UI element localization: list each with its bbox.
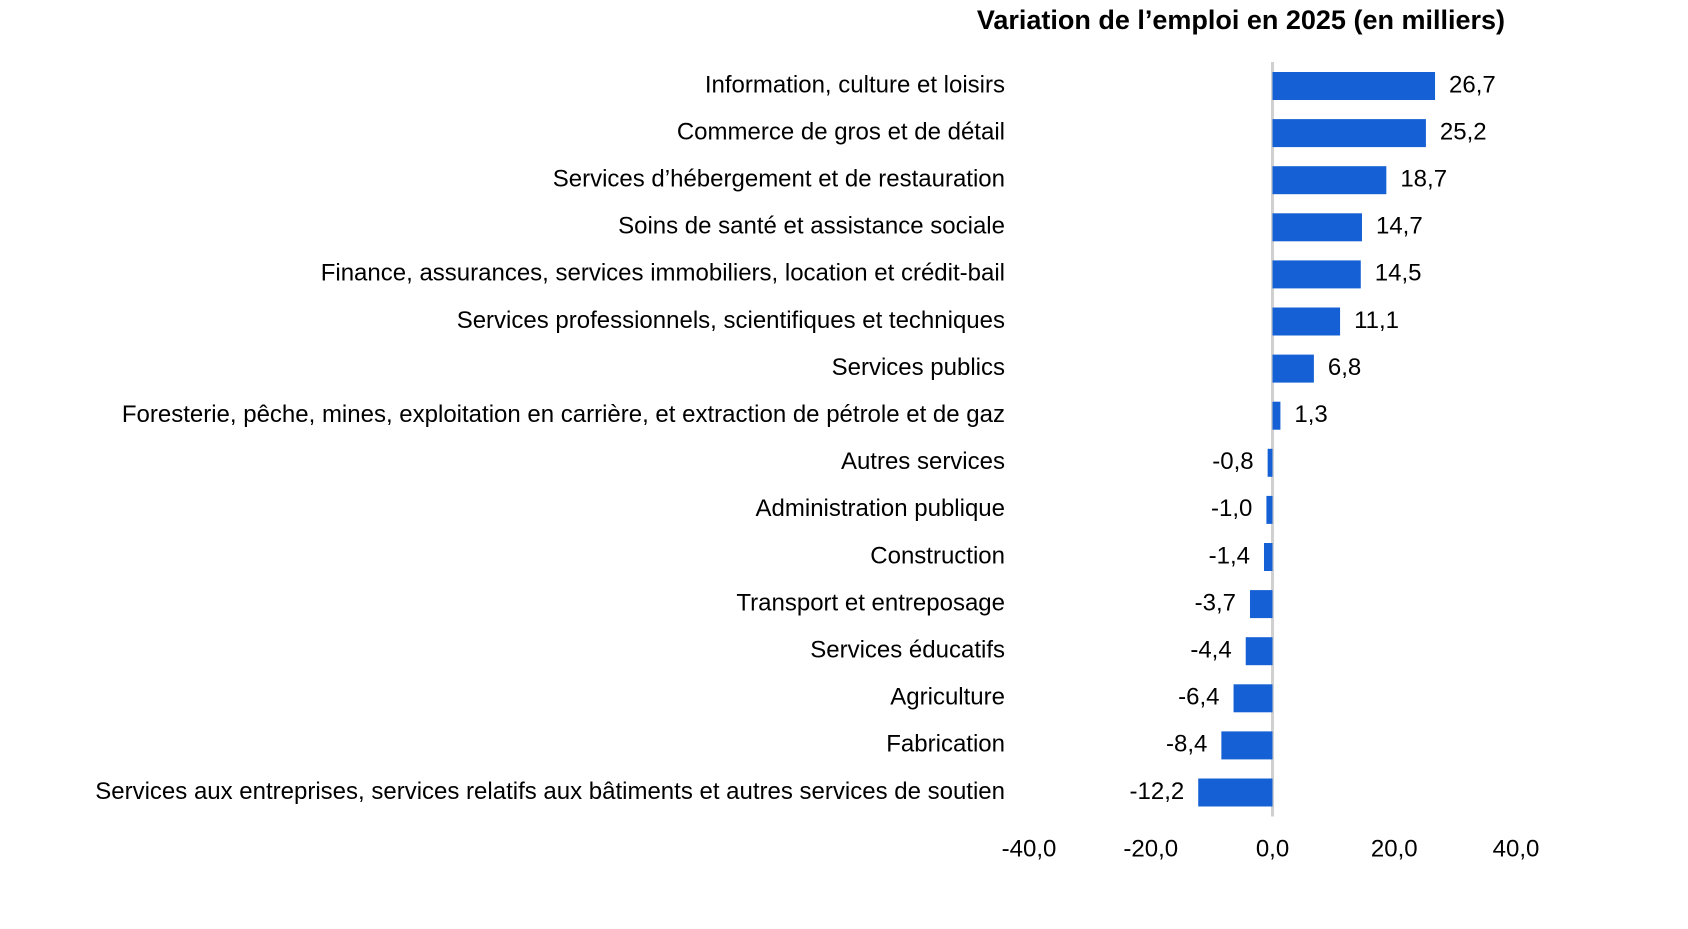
data-label: -1,0 bbox=[1211, 495, 1252, 522]
category-label: Autres services bbox=[841, 448, 1005, 475]
data-label: 14,7 bbox=[1376, 213, 1423, 240]
chart-title: Variation de l’emploi en 2025 (en millie… bbox=[977, 5, 1505, 35]
bar bbox=[1198, 778, 1273, 807]
category-label: Information, culture et loisirs bbox=[705, 71, 1005, 98]
data-label: 14,5 bbox=[1375, 260, 1422, 287]
category-label: Services aux entreprises, services relat… bbox=[95, 778, 1005, 805]
data-label: -1,4 bbox=[1209, 542, 1250, 569]
category-label: Services professionnels, scientifiques e… bbox=[457, 307, 1005, 334]
category-label: Administration publique bbox=[756, 495, 1005, 522]
bar bbox=[1266, 495, 1273, 524]
bar bbox=[1249, 590, 1273, 619]
category-label: Services publics bbox=[832, 354, 1005, 381]
data-label: 6,8 bbox=[1328, 354, 1361, 381]
data-label: 1,3 bbox=[1294, 401, 1327, 428]
category-label: Services d’hébergement et de restauratio… bbox=[553, 166, 1005, 193]
x-tick-label: -20,0 bbox=[1123, 835, 1178, 862]
data-label: -4,4 bbox=[1190, 637, 1231, 664]
bar bbox=[1272, 213, 1362, 242]
x-tick-label: 40,0 bbox=[1493, 835, 1540, 862]
bar bbox=[1272, 260, 1361, 289]
bar bbox=[1272, 72, 1436, 100]
x-tick-label: 20,0 bbox=[1371, 835, 1418, 862]
data-label: 25,2 bbox=[1440, 118, 1487, 145]
data-label: -8,4 bbox=[1166, 731, 1207, 758]
bar bbox=[1272, 354, 1314, 383]
category-label: Services éducatifs bbox=[810, 637, 1005, 664]
category-label: Finance, assurances, services immobilier… bbox=[321, 260, 1005, 287]
bar bbox=[1272, 119, 1426, 148]
bar bbox=[1245, 637, 1273, 666]
data-label: -3,7 bbox=[1195, 589, 1236, 616]
data-label: 26,7 bbox=[1449, 71, 1496, 98]
data-label: -12,2 bbox=[1130, 778, 1185, 805]
bar bbox=[1267, 448, 1273, 477]
category-label: Transport et entreposage bbox=[736, 589, 1005, 616]
category-label: Foresterie, pêche, mines, exploitation e… bbox=[122, 401, 1005, 428]
bar bbox=[1233, 684, 1273, 713]
data-label: -0,8 bbox=[1212, 448, 1253, 475]
bar bbox=[1272, 401, 1281, 430]
category-label: Commerce de gros et de détail bbox=[677, 118, 1005, 145]
bar bbox=[1263, 543, 1273, 571]
category-label: Soins de santé et assistance sociale bbox=[618, 213, 1005, 240]
category-label: Construction bbox=[870, 542, 1005, 569]
data-label: 18,7 bbox=[1400, 166, 1447, 193]
data-label: 11,1 bbox=[1354, 307, 1399, 334]
bar bbox=[1272, 307, 1341, 336]
data-label: -6,4 bbox=[1178, 684, 1219, 711]
bar bbox=[1272, 166, 1387, 195]
category-label: Agriculture bbox=[890, 684, 1005, 711]
x-tick-label: 0,0 bbox=[1256, 835, 1289, 862]
bar bbox=[1221, 731, 1273, 760]
category-label: Fabrication bbox=[886, 731, 1005, 758]
x-tick-label: -40,0 bbox=[1002, 835, 1057, 862]
